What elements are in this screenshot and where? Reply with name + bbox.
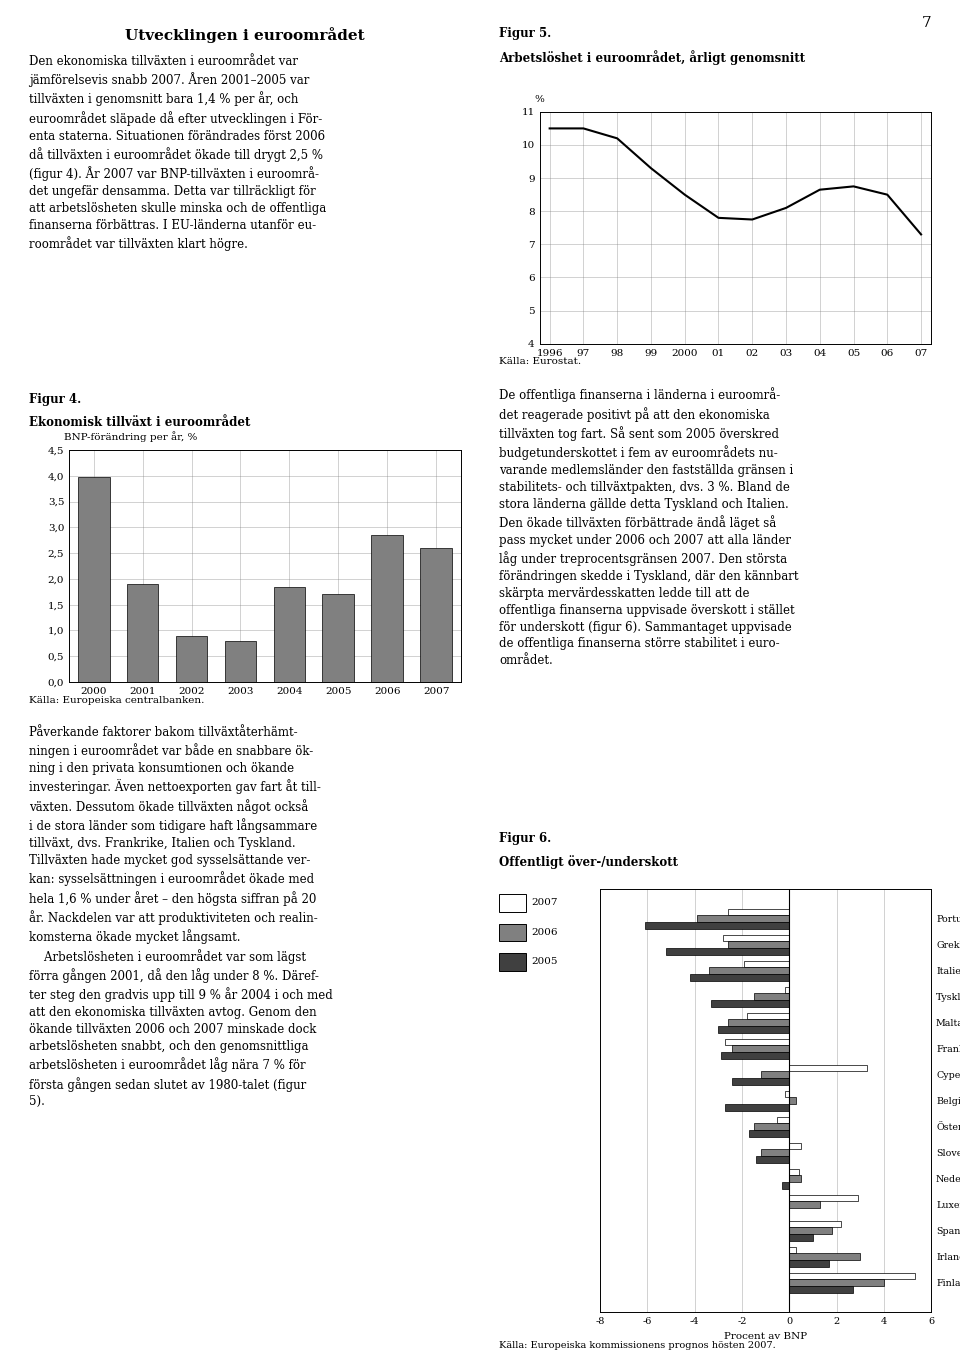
Text: Arbetslöshet i euroområdet, årligt genomsnitt: Arbetslöshet i euroområdet, årligt genom… — [499, 50, 805, 65]
Bar — [789, 1169, 799, 1176]
Bar — [728, 908, 789, 915]
Text: 2007: 2007 — [532, 899, 558, 907]
Bar — [761, 1071, 789, 1078]
Bar — [645, 922, 789, 929]
Bar — [754, 1124, 789, 1131]
Bar — [782, 1183, 789, 1189]
Bar — [789, 1064, 867, 1071]
Bar — [789, 1234, 813, 1241]
Bar — [749, 1131, 789, 1138]
Bar — [784, 986, 789, 993]
Bar — [666, 948, 789, 955]
Bar — [499, 923, 526, 941]
Bar — [747, 1012, 789, 1019]
Bar — [176, 636, 207, 682]
Text: Figur 5.: Figur 5. — [499, 27, 551, 41]
Text: BNP-förändring per år, %: BNP-förändring per år, % — [64, 431, 198, 442]
Bar — [420, 548, 452, 682]
Text: Ekonomisk tillväxt i euroområdet: Ekonomisk tillväxt i euroområdet — [29, 416, 251, 430]
Bar — [499, 953, 526, 971]
Bar — [789, 1228, 831, 1234]
Text: Källa: Eurostat.: Källa: Eurostat. — [499, 357, 582, 367]
Text: 2006: 2006 — [532, 928, 558, 937]
Bar — [274, 587, 305, 682]
Bar — [761, 1150, 789, 1157]
Bar — [372, 535, 403, 682]
Bar — [728, 1019, 789, 1026]
Bar — [789, 1254, 860, 1260]
Bar — [499, 893, 526, 911]
Text: 7: 7 — [922, 16, 931, 30]
Bar — [721, 1052, 789, 1058]
Bar — [726, 1038, 789, 1045]
Bar — [732, 1078, 789, 1084]
Bar — [789, 1098, 797, 1103]
Bar — [784, 1091, 789, 1098]
Bar — [78, 477, 109, 682]
Text: De offentliga finanserna i länderna i euroområ-
det reagerade positivt på att de: De offentliga finanserna i länderna i eu… — [499, 387, 799, 667]
Bar — [789, 1247, 797, 1254]
Text: Den ekonomiska tillväxten i euroområdet var
jämförelsevis snabb 2007. Åren 2001–: Den ekonomiska tillväxten i euroområdet … — [29, 55, 326, 251]
Text: Påverkande faktorer bakom tillväxtåterhämt-
ningen i euroområdet var både en sna: Påverkande faktorer bakom tillväxtåterhä… — [29, 726, 332, 1109]
Text: Figur 6.: Figur 6. — [499, 832, 551, 846]
Text: Källa: Europeiska kommissionens prognos hösten 2007.: Källa: Europeiska kommissionens prognos … — [499, 1341, 776, 1350]
Bar — [323, 595, 354, 682]
Bar — [690, 974, 789, 981]
Bar — [789, 1260, 829, 1267]
Bar — [127, 584, 158, 682]
Bar — [732, 1045, 789, 1052]
Bar — [789, 1279, 884, 1286]
Bar — [778, 1117, 789, 1124]
Text: Offentligt över-/underskott: Offentligt över-/underskott — [499, 855, 678, 869]
Bar — [726, 1103, 789, 1110]
Bar — [789, 1195, 858, 1202]
Bar — [756, 1157, 789, 1163]
Text: Källa: Europeiska centralbanken.: Källa: Europeiska centralbanken. — [29, 696, 204, 705]
Bar — [723, 934, 789, 941]
Bar — [708, 967, 789, 974]
Bar — [711, 1000, 789, 1007]
Bar — [789, 1176, 801, 1183]
Bar — [225, 641, 256, 682]
Bar — [718, 1026, 789, 1033]
Bar — [789, 1202, 820, 1209]
Text: Utvecklingen i euroområdet: Utvecklingen i euroområdet — [125, 27, 365, 44]
Text: 2005: 2005 — [532, 958, 558, 967]
Bar — [789, 1286, 853, 1293]
Bar — [754, 993, 789, 1000]
Bar — [789, 1143, 801, 1150]
Bar — [789, 1221, 841, 1228]
Text: %: % — [535, 94, 544, 104]
X-axis label: Procent av BNP: Procent av BNP — [724, 1331, 807, 1341]
Bar — [789, 1273, 915, 1279]
Bar — [728, 941, 789, 948]
Text: Figur 4.: Figur 4. — [29, 393, 81, 406]
Bar — [744, 960, 789, 967]
Bar — [697, 915, 789, 922]
